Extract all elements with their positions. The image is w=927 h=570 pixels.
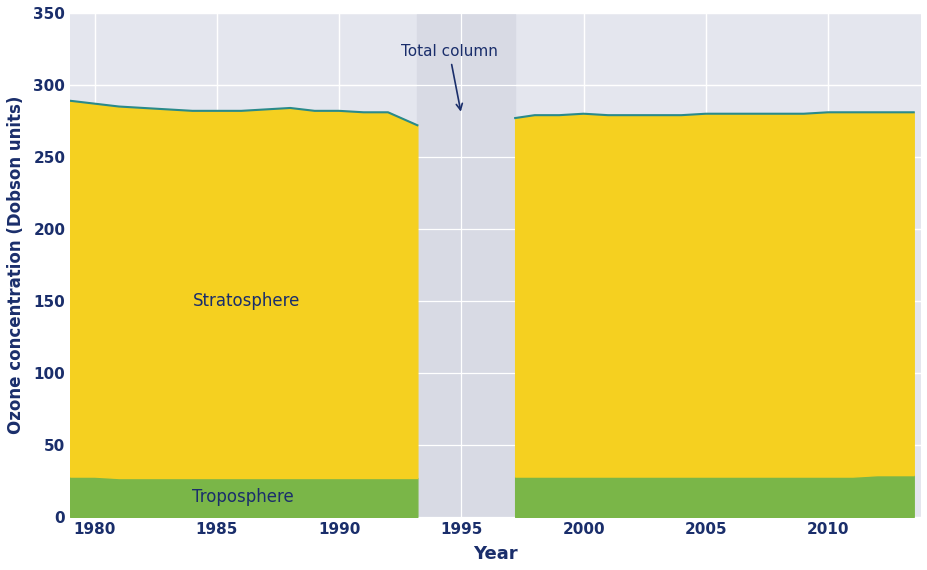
Y-axis label: Ozone concentration (Dobson units): Ozone concentration (Dobson units): [6, 96, 25, 434]
Text: Stratosphere: Stratosphere: [192, 292, 299, 310]
Text: Total column: Total column: [400, 44, 497, 110]
X-axis label: Year: Year: [473, 545, 517, 563]
Text: Troposphere: Troposphere: [192, 488, 294, 506]
Bar: [417, 13, 514, 517]
